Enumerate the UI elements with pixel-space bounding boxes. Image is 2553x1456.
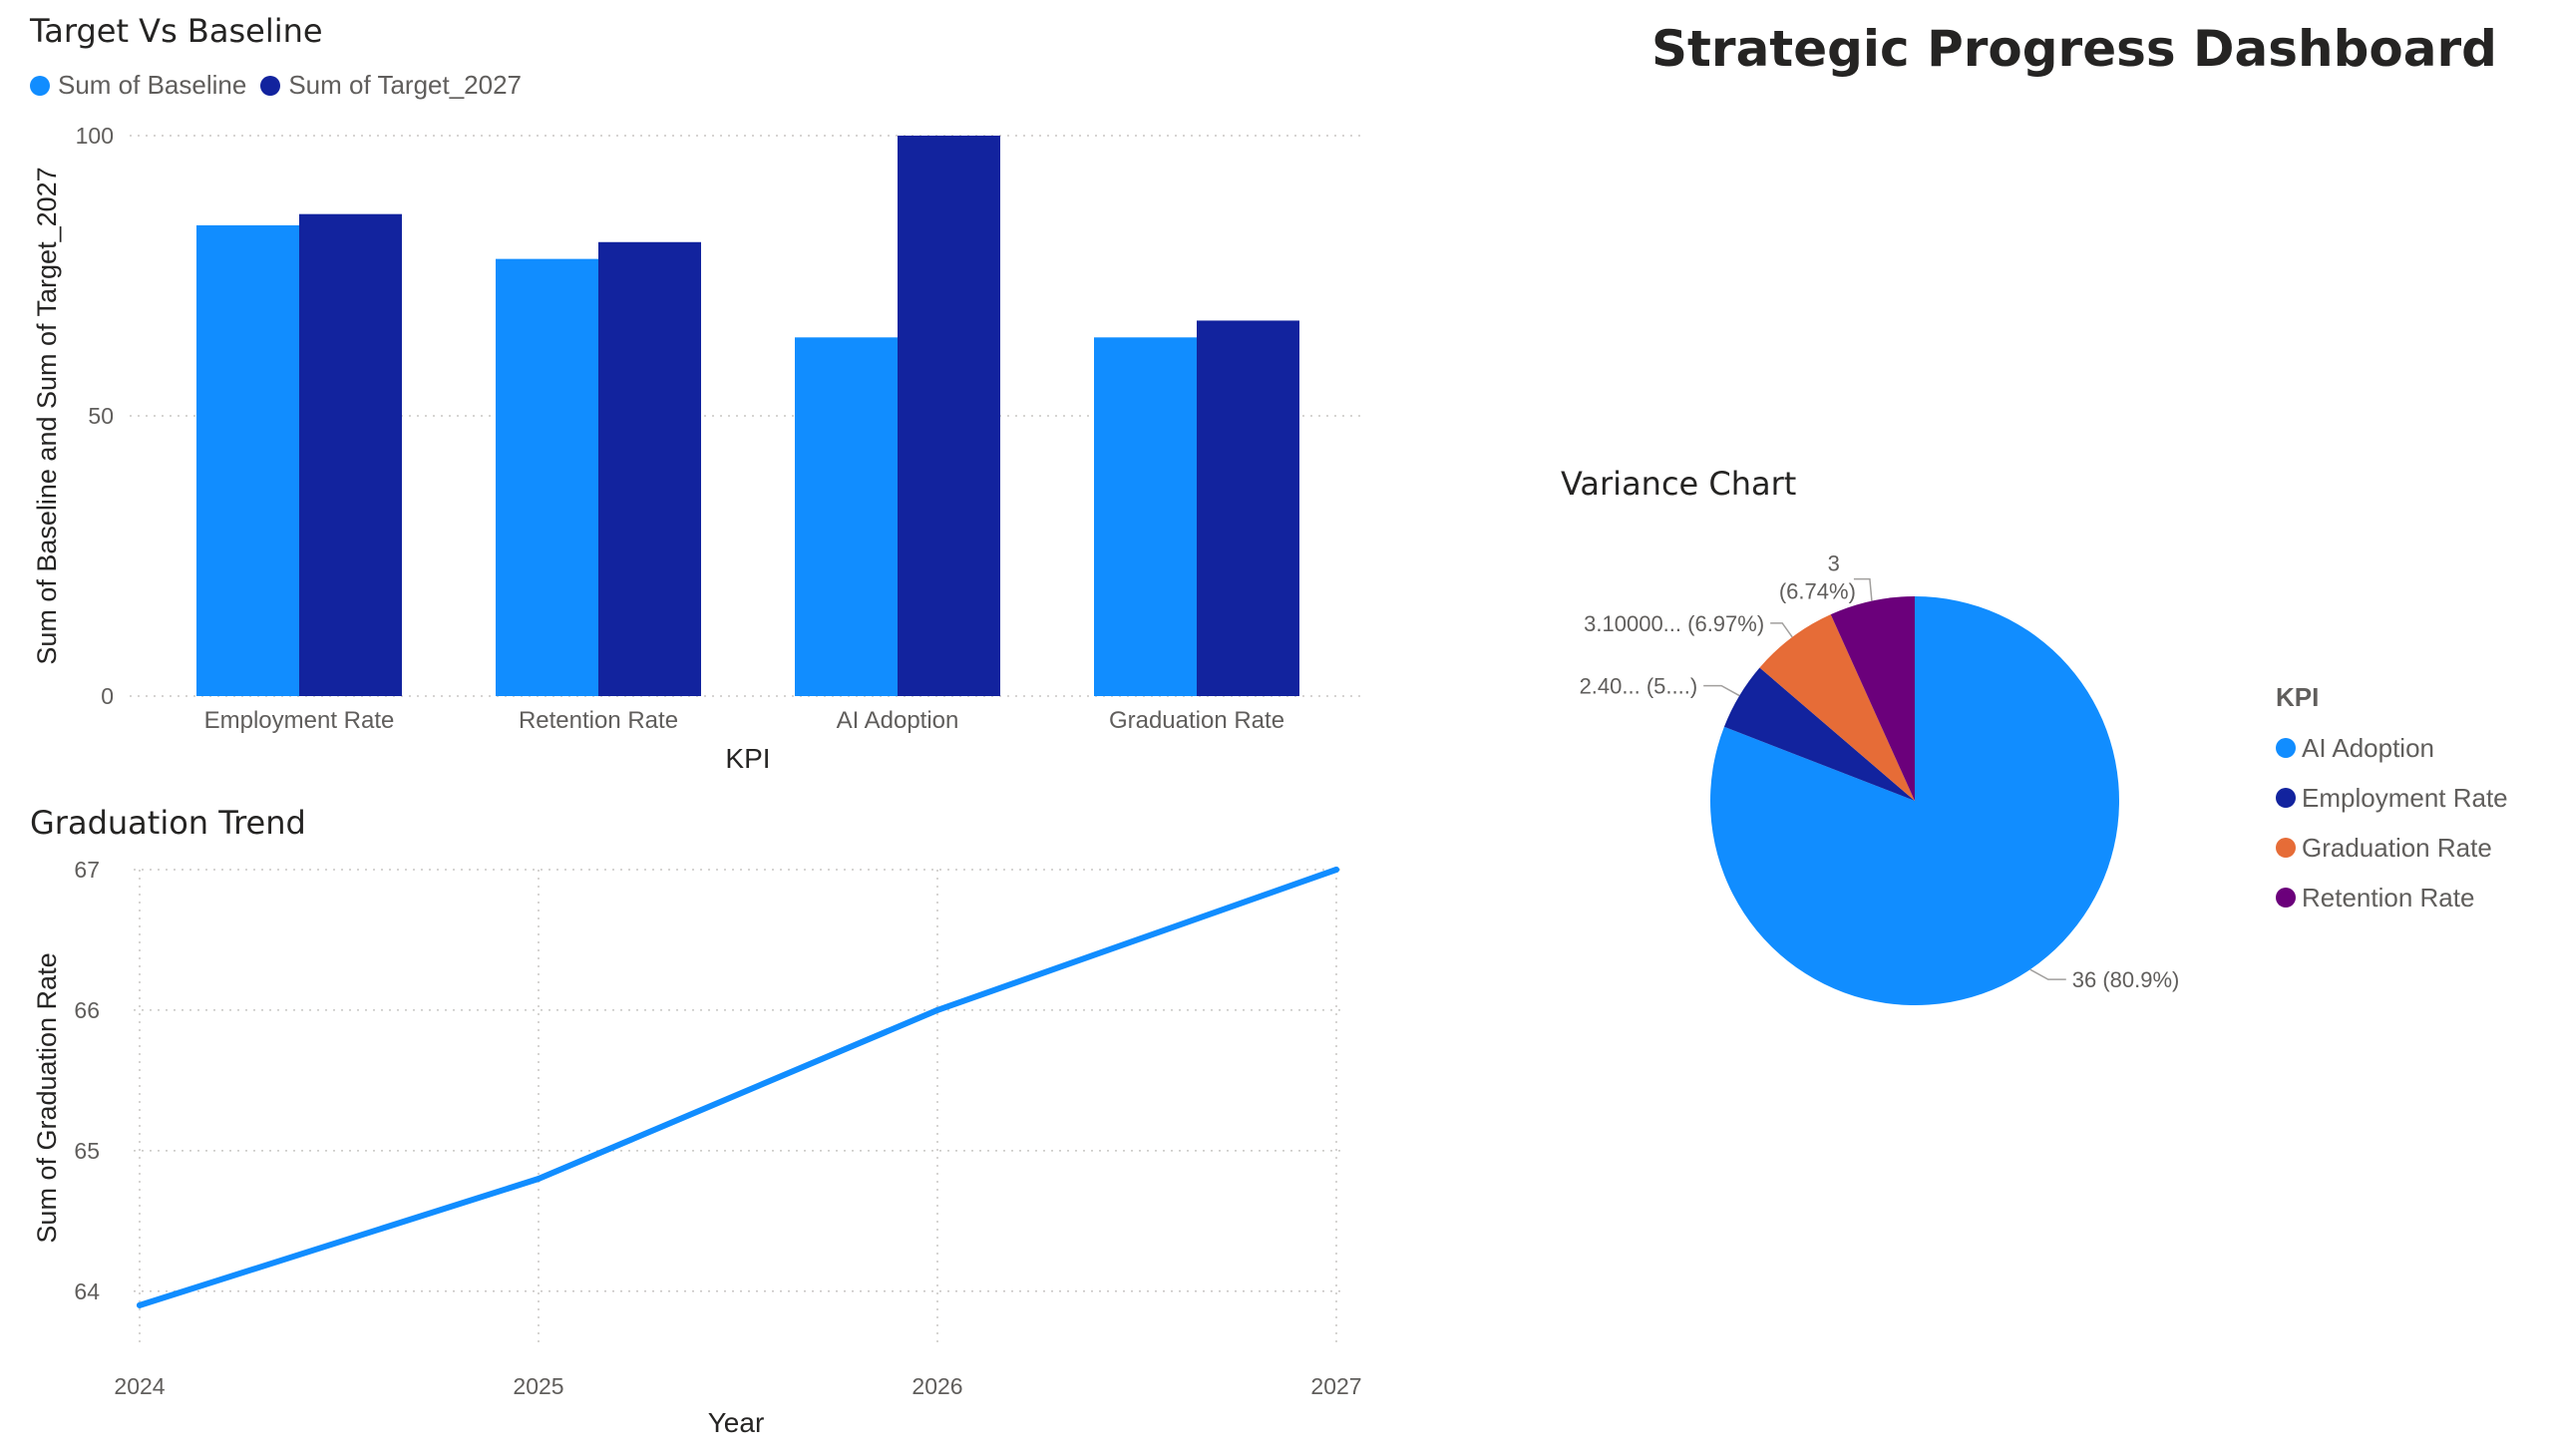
data-label-line: (6.74%) <box>1779 579 1856 604</box>
legend-item-baseline[interactable]: Sum of Baseline <box>30 70 246 101</box>
pie-legend-label: Graduation Rate <box>2302 832 2492 863</box>
legend-target-dot <box>260 75 281 96</box>
y-tick-label: 100 <box>76 123 114 149</box>
pie-legend-dot <box>2276 738 2296 758</box>
y-tick-label: 65 <box>74 1138 100 1164</box>
bar[interactable] <box>1094 337 1197 696</box>
pie-legend-dot <box>2276 888 2296 908</box>
line-chart[interactable]: 64 65 66 67 2024 2025 2026 2027 Year Sum of Gradu… <box>0 848 1396 1456</box>
x-tick-label: 2027 <box>1310 1373 1361 1399</box>
legend-target-label: Sum of Target_2027 <box>288 70 523 100</box>
pie-legend-dot <box>2276 838 2296 858</box>
data-label-line: 3 <box>1828 551 1840 576</box>
pie-legend-label: Retention Rate <box>2302 882 2475 912</box>
y-axis-title: Sum of Baseline and Sum of Target_2027 <box>32 167 62 664</box>
bar[interactable] <box>795 337 898 696</box>
pie-legend-label: Employment Rate <box>2302 782 2508 813</box>
bar[interactable] <box>196 224 299 697</box>
y-axis-title: Sum of Graduation Rate <box>32 952 62 1243</box>
x-tick-label: AI Adoption <box>837 707 959 734</box>
bar-chart[interactable]: 0 50 100 Employment Rate Retention Rate AI Ad… <box>0 110 1396 788</box>
bar[interactable] <box>299 213 402 696</box>
leader-line <box>1770 622 1793 638</box>
legend-baseline-label: Sum of Baseline <box>58 70 247 100</box>
pie-legend-title: KPI <box>2276 682 2320 712</box>
x-tick-label: Employment Rate <box>204 707 395 734</box>
y-tick-label: 50 <box>88 403 114 429</box>
bar[interactable] <box>598 241 701 696</box>
x-tick-label: 2024 <box>114 1373 165 1399</box>
bar[interactable] <box>496 258 598 696</box>
data-point <box>1333 867 1339 873</box>
x-axis-title: Year <box>708 1407 765 1438</box>
pie-legend-item-ai-adoption[interactable]: AI Adoption <box>2276 723 2508 773</box>
y-tick-label: 64 <box>74 1278 100 1304</box>
x-tick-label: 2025 <box>513 1373 563 1399</box>
pie-slice[interactable] <box>1830 596 1915 801</box>
pie-legend-dot <box>2276 788 2296 808</box>
pie-legend-label: AI Adoption <box>2302 732 2434 763</box>
data-point <box>137 1301 143 1308</box>
pie-slice[interactable] <box>1759 614 1915 801</box>
x-tick-label: 2026 <box>912 1373 962 1399</box>
pie-slice[interactable] <box>1723 667 1915 801</box>
leader-line <box>1703 684 1740 697</box>
dashboard-title: Strategic Progress Dashboard <box>1651 20 2497 78</box>
leader-line <box>1853 577 1873 601</box>
pie-chart-title: Variance Chart <box>1561 465 1797 503</box>
pie-legend-item-employment-rate[interactable]: Employment Rate <box>2276 773 2508 823</box>
data-point <box>536 1176 542 1183</box>
leader-line <box>2029 968 2066 980</box>
y-tick-label: 67 <box>74 857 100 883</box>
pie-legend-item-graduation-rate[interactable]: Graduation Rate <box>2276 823 2508 873</box>
series-line[interactable] <box>137 867 1339 1308</box>
pie-chart[interactable]: 36 (80.9%) 2.40... (5....) 3.10000... (6.9… <box>1496 519 2294 1057</box>
pie-legend: KPI AI Adoption Employment Rate Graduati… <box>2276 682 2508 922</box>
bar[interactable] <box>898 136 1000 696</box>
legend-baseline-dot <box>30 75 50 96</box>
bar[interactable] <box>1197 320 1299 696</box>
line-chart-title: Graduation Trend <box>30 804 306 842</box>
data-label: 3.10000... (6.97%) <box>1584 611 1764 636</box>
x-tick-label: Graduation Rate <box>1109 707 1284 734</box>
pie-legend-item-retention-rate[interactable]: Retention Rate <box>2276 873 2508 922</box>
data-label: 36 (80.9%) <box>2072 967 2180 992</box>
y-tick-label: 0 <box>101 683 114 709</box>
legend-item-target[interactable]: Sum of Target_2027 <box>260 70 522 101</box>
x-axis-title: KPI <box>725 743 770 774</box>
y-tick-label: 66 <box>74 997 100 1023</box>
x-tick-label: Retention Rate <box>519 707 678 734</box>
bar-chart-title: Target Vs Baseline <box>30 12 323 50</box>
bar-chart-legend: Sum of Baseline Sum of Target_2027 <box>30 70 522 101</box>
data-point <box>934 1006 940 1013</box>
data-label: 2.40... (5....) <box>1580 674 1698 699</box>
